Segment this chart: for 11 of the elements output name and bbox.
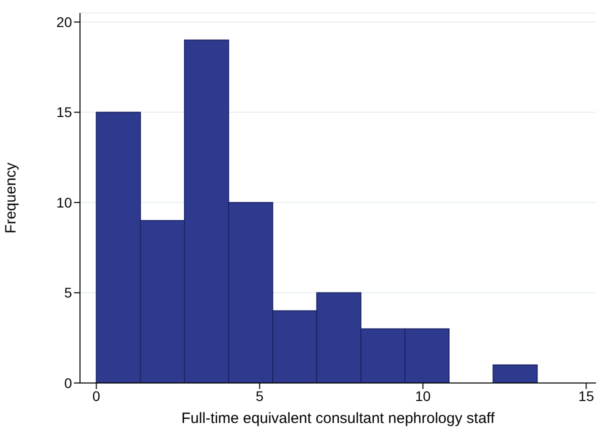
x-axis-title: Full-time equivalent consultant nephrology staff: [181, 410, 496, 427]
x-tick-label: 15: [578, 388, 594, 404]
y-tick-label: 5: [64, 284, 72, 301]
y-tick-label: 20: [56, 14, 72, 30]
x-tick-label: 0: [92, 388, 100, 404]
y-tick-label: 15: [56, 104, 72, 120]
y-tick-label: 0: [64, 374, 72, 391]
y-tick-label: 10: [56, 194, 72, 210]
x-tick-label: 5: [256, 388, 264, 404]
y-axis-title: Frequency: [2, 162, 20, 234]
x-tick-label: 10: [415, 388, 431, 404]
